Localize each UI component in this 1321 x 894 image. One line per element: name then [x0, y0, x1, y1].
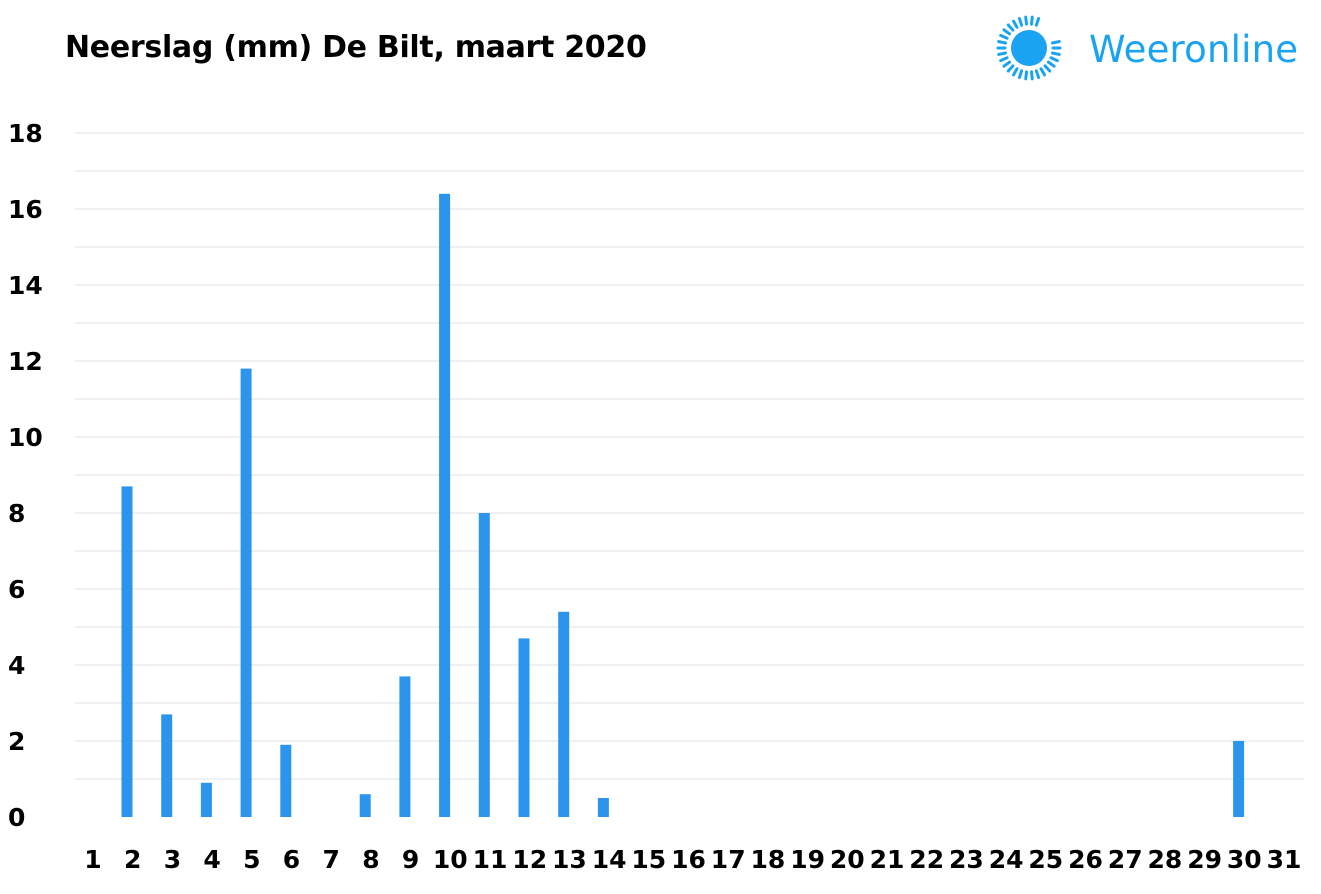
sun-ray	[999, 33, 1009, 40]
x-tick-label: 13	[552, 845, 587, 874]
x-tick-label: 26	[1068, 845, 1103, 874]
sun-ray	[1050, 40, 1061, 45]
bar	[1233, 741, 1245, 817]
bar	[161, 714, 173, 817]
sun-ray	[1050, 51, 1061, 56]
bar	[200, 782, 212, 817]
x-tick-label: 16	[671, 845, 706, 874]
y-tick-label: 18	[8, 119, 43, 148]
x-axis-ticks: 1 2 3 4 5 6 7 8 9 10 11 12 13 14 15 16 17 18 19 20 21 22 23 24 2…	[84, 845, 1301, 874]
sun-ray	[1002, 28, 1012, 36]
sun-ray	[997, 51, 1008, 56]
sun-ray	[1043, 64, 1052, 73]
brand-logo: Weeronline	[994, 10, 1314, 86]
bar	[558, 611, 570, 817]
sun-ray	[1030, 70, 1034, 81]
x-tick-label: 7	[322, 845, 339, 874]
sun-ray	[1012, 67, 1019, 77]
sun-ray	[1017, 69, 1024, 79]
sun-icon	[996, 15, 1062, 81]
x-tick-label: 12	[512, 845, 547, 874]
bar	[359, 794, 371, 817]
x-tick-label: 5	[243, 845, 260, 874]
y-tick-label: 2	[8, 727, 25, 756]
x-tick-label: 18	[751, 845, 786, 874]
x-tick-label: 28	[1148, 845, 1183, 874]
y-tick-label: 12	[8, 347, 43, 376]
y-axis-ticks: 0 2 4 6 8 10 12 14 16 18	[8, 119, 43, 832]
x-tick-label: 8	[362, 845, 379, 874]
sun-ray	[1002, 60, 1012, 68]
x-tick-label: 20	[830, 845, 865, 874]
sun-ray	[1024, 15, 1028, 26]
sun-ray	[1046, 60, 1056, 68]
sun-ray	[1006, 64, 1015, 73]
sun-ray	[1006, 23, 1015, 32]
sun-ray	[1034, 69, 1041, 79]
sun-ray	[1024, 70, 1028, 81]
bar	[597, 798, 609, 817]
x-tick-label: 19	[790, 845, 825, 874]
y-tick-label: 6	[8, 575, 25, 604]
bar	[439, 193, 451, 818]
sun-ray	[999, 56, 1009, 63]
x-tick-label: 11	[473, 845, 508, 874]
x-tick-label: 31	[1267, 845, 1302, 874]
x-tick-label: 3	[164, 845, 181, 874]
sun-ray	[1049, 56, 1059, 63]
x-tick-label: 29	[1187, 845, 1222, 874]
sun-ray	[1039, 67, 1046, 77]
x-tick-label: 25	[1028, 845, 1063, 874]
x-tick-label: 27	[1108, 845, 1143, 874]
y-tick-label: 10	[8, 423, 43, 452]
x-tick-label: 22	[909, 845, 944, 874]
y-tick-label: 4	[8, 651, 25, 680]
bar	[280, 744, 292, 817]
y-tick-label: 8	[8, 499, 25, 528]
x-tick-label: 4	[203, 845, 220, 874]
x-tick-label: 10	[433, 845, 468, 874]
x-tick-label: 23	[949, 845, 984, 874]
x-tick-label: 6	[283, 845, 300, 874]
sun-ray	[997, 40, 1008, 45]
bar	[399, 676, 411, 817]
x-tick-label: 30	[1227, 845, 1262, 874]
bars	[121, 193, 1245, 818]
x-tick-label: 17	[711, 845, 746, 874]
x-tick-label: 15	[631, 845, 666, 874]
brand-name: Weeronline	[1089, 28, 1299, 71]
bar	[121, 486, 133, 817]
bar	[518, 638, 530, 817]
bar	[240, 368, 252, 817]
x-tick-label: 1	[84, 845, 101, 874]
y-tick-label: 0	[8, 803, 25, 832]
bar	[478, 513, 490, 817]
sun-ray	[1030, 15, 1034, 26]
y-tick-label: 14	[8, 271, 43, 300]
chart-title: Neerslag (mm) De Bilt, maart 2020	[65, 30, 647, 65]
x-tick-label: 24	[989, 845, 1024, 874]
y-tick-label: 16	[8, 195, 43, 224]
sun-ray	[1012, 19, 1019, 29]
x-tick-label: 14	[592, 845, 627, 874]
sun-ray	[1017, 17, 1024, 27]
gridlines	[75, 132, 1304, 780]
x-tick-label: 2	[124, 845, 141, 874]
x-tick-label: 9	[402, 845, 419, 874]
x-tick-label: 21	[870, 845, 905, 874]
sun-ray	[1034, 17, 1041, 27]
